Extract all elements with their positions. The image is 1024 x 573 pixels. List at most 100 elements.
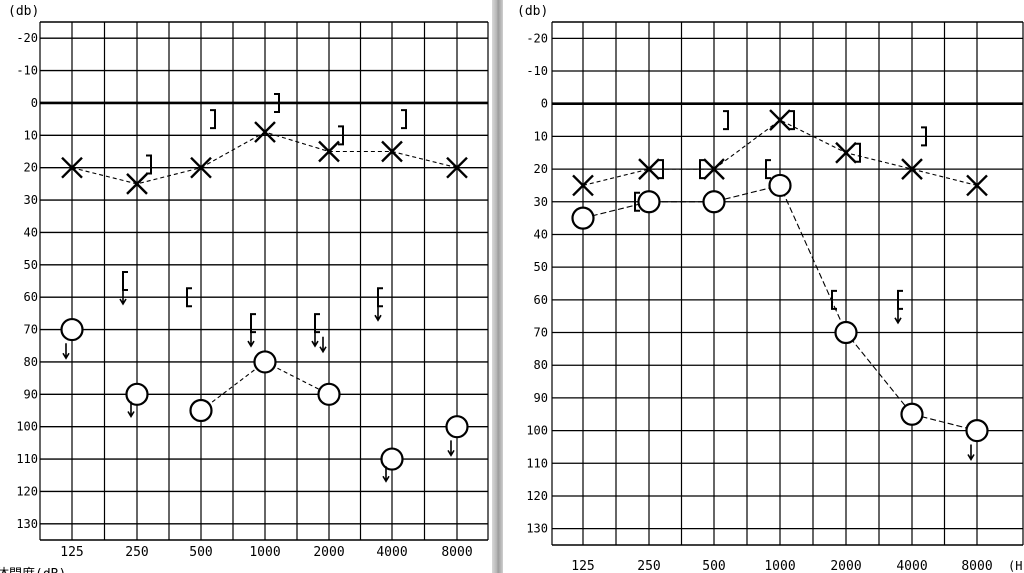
marker-right-bracket — [723, 110, 729, 131]
marker-circle — [834, 320, 858, 345]
y-tick-label: 50 — [24, 258, 38, 272]
x-tick-label: 500 — [702, 559, 725, 573]
y-tick-label: 10 — [534, 129, 548, 143]
y-tick-label: 120 — [526, 489, 548, 503]
y-tick-label: -10 — [526, 64, 548, 78]
marker-right-bracket — [146, 154, 152, 175]
marker-no-response-arrow — [382, 466, 390, 483]
y-tick-label: 90 — [534, 391, 548, 405]
y-tick-label: 120 — [16, 484, 38, 498]
marker-x — [835, 141, 857, 164]
marker-x — [126, 173, 148, 195]
y-axis-unit-label: (db) — [517, 4, 548, 19]
y-tick-label: 20 — [534, 162, 548, 176]
series-line — [200, 361, 266, 411]
x-tick-label: 125 — [60, 545, 83, 560]
marker-no-response-arrow — [319, 336, 327, 354]
x-tick-label: 250 — [637, 559, 660, 573]
marker-left-bracket — [250, 313, 256, 334]
marker-right-bracket — [338, 125, 344, 146]
audiogram-right-chart: (db) -20 -10 0 10 20 30 40 50 60 70 80 90 100 110 120 13… — [517, 4, 1024, 573]
x-tick-label: 500 — [189, 545, 212, 560]
footer-label: 体間度(dB) — [0, 566, 66, 573]
marker-x — [61, 156, 83, 179]
marker-left-bracket — [765, 159, 771, 180]
y-tick-label: 100 — [16, 420, 38, 434]
y-tick-label: -10 — [16, 64, 38, 78]
marker-circle — [637, 190, 661, 214]
y-tick-label: 60 — [24, 290, 38, 304]
y-tick-label: 110 — [16, 452, 38, 466]
audiogram-left-panel: (db) -20 -10 0 10 20 30 40 50 60 70 80 90 100 110 120 13… — [0, 0, 492, 573]
marker-circle — [317, 382, 341, 406]
marker-circle — [125, 382, 149, 406]
y-tick-label: 0 — [31, 96, 38, 110]
y-tick-label: 50 — [534, 260, 548, 274]
y-tick-label: 40 — [534, 227, 548, 241]
y-tick-label: 20 — [24, 161, 38, 175]
y-tick-label: 100 — [526, 424, 548, 438]
y-tick-label: 30 — [534, 195, 548, 209]
marker-circle — [702, 190, 726, 214]
marker-circle — [60, 317, 84, 342]
marker-left-bracket — [314, 313, 320, 334]
marker-x — [572, 174, 594, 197]
marker-left-bracket — [699, 159, 705, 180]
marker-left-bracket — [831, 289, 837, 310]
marker-no-response-arrow — [127, 401, 135, 419]
marker-x — [769, 109, 791, 131]
marker-left-bracket — [122, 271, 128, 291]
marker-x — [318, 140, 340, 163]
y-tick-label: 80 — [24, 355, 38, 369]
marker-x — [638, 158, 660, 180]
marker-right-bracket — [658, 159, 664, 180]
x-tick-label: 2000 — [313, 545, 344, 560]
x-tick-label: 4000 — [896, 559, 927, 573]
y-tick-label: 80 — [534, 358, 548, 372]
audiogram-left-chart: (db) -20 -10 0 10 20 30 40 50 60 70 80 90 100 110 120 13… — [0, 4, 489, 573]
x-unit-label: (H — [1008, 559, 1022, 573]
y-tick-label: 90 — [24, 387, 38, 401]
marker-x — [381, 140, 403, 163]
y-tick-label: 130 — [16, 517, 38, 531]
marker-circle — [189, 398, 213, 423]
marker-no-response-arrow — [119, 289, 127, 306]
y-tick-label: 130 — [526, 522, 548, 536]
marker-circle — [768, 173, 792, 198]
y-tick-label: 60 — [534, 293, 548, 307]
y-tick-label: 40 — [24, 225, 38, 239]
marker-right-bracket — [855, 142, 861, 163]
marker-right-bracket — [210, 109, 216, 130]
marker-no-response-arrow — [247, 331, 255, 348]
x-tick-label: 8000 — [961, 559, 992, 573]
marker-right-bracket — [274, 92, 280, 113]
y-tick-label: 10 — [24, 128, 38, 142]
marker-no-response-arrow — [447, 440, 455, 457]
x-tick-label: 250 — [125, 545, 148, 560]
y-tick-label: 0 — [541, 97, 548, 111]
marker-circle — [900, 402, 924, 426]
marker-right-bracket — [921, 126, 927, 147]
y-tick-label: 30 — [24, 193, 38, 207]
marker-x — [446, 156, 468, 179]
marker-circle — [380, 447, 404, 471]
marker-left-bracket — [377, 287, 383, 308]
marker-right-bracket — [401, 109, 407, 130]
y-tick-label: -20 — [526, 31, 548, 45]
x-tick-label: 125 — [571, 559, 594, 573]
x-tick-label: 2000 — [830, 559, 861, 573]
audiogram-right-panel: (db) -20 -10 0 10 20 30 40 50 60 70 80 90 100 110 120 13… — [503, 0, 1024, 573]
y-tick-label: 70 — [24, 323, 38, 337]
y-tick-label: 70 — [534, 326, 548, 340]
x-tick-label: 1000 — [249, 545, 280, 560]
x-tick-label: 8000 — [441, 545, 472, 560]
marker-x — [190, 156, 212, 179]
y-tick-label: 110 — [526, 456, 548, 470]
marker-no-response-arrow — [374, 305, 382, 322]
marker-circle — [445, 415, 469, 439]
marker-no-response-arrow — [894, 307, 902, 325]
page-gutter — [492, 0, 503, 573]
marker-right-bracket — [789, 110, 795, 131]
marker-left-bracket — [634, 191, 640, 212]
y-tick-label: -20 — [16, 31, 38, 45]
